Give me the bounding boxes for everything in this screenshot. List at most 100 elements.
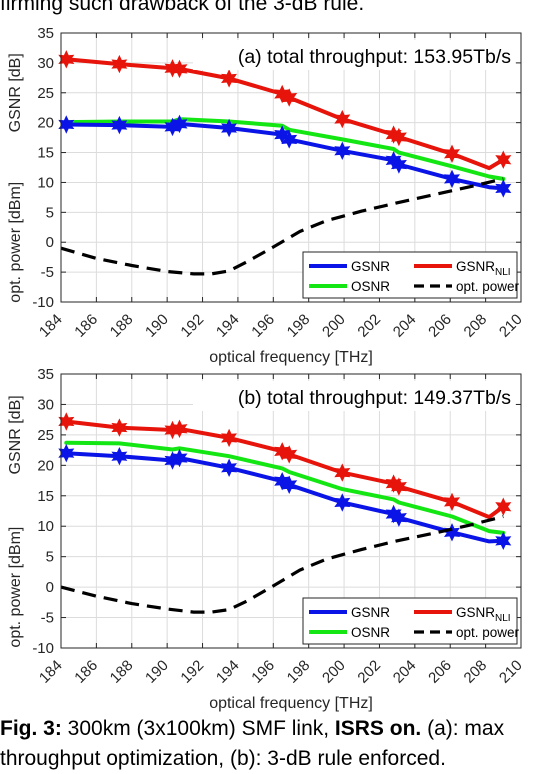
x-tick-label: 202 (354, 657, 384, 687)
x-tick-label: 186 (71, 657, 101, 687)
data-point-gsnr (281, 130, 298, 149)
data-point-gsnr-nli (58, 50, 75, 69)
data-point-gsnr (390, 155, 407, 174)
figure-caption: Fig. 3: 300km (3x100km) SMF link, ISRS o… (0, 714, 536, 774)
y-tick-label: 30 (37, 55, 54, 72)
y-tick-label: 10 (37, 174, 54, 191)
data-point-gsnr (495, 531, 512, 551)
y-tick-label: -10 (32, 640, 54, 657)
series-line-power (60, 177, 504, 276)
data-point-gsnr (171, 114, 188, 134)
y-axis-label-upper: GSNR [dB] (7, 53, 24, 132)
chart-panel-b: 184 186 188 190 192 194 196 198 200 202 204 206 208 2… (7, 366, 526, 712)
y-axis-label-upper: GSNR [dB] (7, 395, 24, 474)
caption-part-1: 300km (3x100km) SMF link, (61, 717, 335, 740)
y-axis-label-lower: opt. power [dBm] (7, 527, 24, 648)
x-tick-label: 184 (36, 311, 66, 341)
x-axis-label: optical frequency [THz] (209, 349, 373, 366)
legend-box (302, 597, 518, 645)
y-tick-label: -5 (41, 610, 54, 627)
x-tick-label: 198 (284, 311, 314, 341)
y-tick-label: 35 (37, 366, 54, 383)
data-point-gsnr-nli (443, 492, 461, 512)
legend-label-osnr: OSNR (351, 625, 390, 640)
y-axis-label-lower: opt. power [dBm] (7, 182, 24, 303)
x-tick-label: 190 (142, 657, 172, 687)
y-tick-label: 0 (46, 234, 54, 251)
intro-text: firming such drawback of the 3-dB rule. (0, 0, 365, 15)
chart-panel-a: 184 186 188 190 192 194 196 198 200 202 204 206 208 2… (7, 25, 526, 366)
data-point-gsnr (334, 141, 351, 161)
x-tick-label: 206 (425, 311, 455, 341)
data-point-gsnr-nli (58, 412, 75, 431)
data-point-gsnr-nli (171, 59, 188, 79)
legend-label-osnr: OSNR (351, 279, 390, 294)
legend-label-gsnr: GSNR (351, 605, 390, 620)
legend-box (302, 251, 518, 299)
data-point-gsnr-nli (443, 144, 461, 164)
y-tick-label: 0 (46, 579, 54, 596)
chart-title: (a) total throughput: 153.95Tb/s (238, 46, 511, 68)
data-point-gsnr (443, 523, 461, 542)
data-point-gsnr-nli (334, 109, 351, 129)
caption-line-1: Fig. 3: 300km (3x100km) SMF link, ISRS o… (0, 714, 536, 744)
data-point-gsnr (281, 475, 298, 495)
data-point-gsnr (111, 115, 128, 135)
x-tick-label: 192 (177, 657, 207, 687)
x-tick-label: 192 (177, 311, 207, 341)
data-point-gsnr-nli (390, 477, 407, 496)
data-point-gsnr-nli (281, 445, 298, 464)
x-tick-label: 196 (248, 311, 278, 341)
x-tick-label: 208 (461, 657, 491, 687)
y-tick-label: 5 (46, 549, 54, 566)
x-tick-label: 200 (319, 657, 349, 687)
data-point-gsnr (221, 118, 238, 138)
x-tick-label: 184 (36, 657, 66, 687)
y-tick-label: 15 (37, 488, 54, 505)
plot-frame (60, 373, 522, 649)
x-tick-label: 208 (461, 311, 491, 341)
x-tick-label: 202 (354, 311, 384, 341)
legend-label-gsnr: GSNR (351, 259, 390, 274)
x-tick-label: 206 (425, 657, 455, 687)
data-point-gsnr-nli (171, 419, 188, 439)
x-tick-label: 210 (496, 311, 526, 341)
x-tick-label: 210 (496, 657, 526, 687)
title-background (193, 40, 515, 70)
x-tick-label: 194 (213, 657, 243, 687)
legend-label-power: opt. power (456, 625, 520, 640)
caption-label: Fig. 3: (0, 717, 62, 740)
data-point-gsnr-nli (334, 463, 351, 482)
y-tick-label: 15 (37, 145, 54, 162)
x-tick-label: 196 (248, 657, 278, 687)
x-tick-label: 188 (107, 657, 137, 687)
data-point-gsnr (334, 493, 351, 512)
x-tick-label: 204 (390, 311, 420, 341)
legend-label-power: opt. power (456, 279, 520, 294)
series-line-osnr (64, 440, 506, 535)
x-tick-label: 188 (107, 311, 137, 341)
chart-title: (b) total throughput: 149.37Tb/s (238, 387, 511, 409)
data-point-gsnr-nli (111, 54, 128, 74)
y-tick-label: 25 (37, 427, 54, 444)
x-tick-label: 198 (284, 657, 314, 687)
data-point-gsnr-nli (390, 127, 407, 147)
y-tick-label: -5 (41, 264, 54, 281)
data-point-gsnr (221, 458, 238, 478)
x-tick-label: 190 (142, 311, 172, 341)
data-point-gsnr (171, 448, 188, 468)
caption-line-2: throughput optimization, (b): 3-dB rule … (0, 747, 446, 770)
data-point-gsnr (111, 446, 128, 466)
x-tick-label: 186 (71, 311, 101, 341)
caption-part-3: (a): max (421, 717, 505, 740)
y-tick-label: 20 (37, 457, 54, 474)
title-background (193, 381, 515, 411)
y-tick-label: 30 (37, 396, 54, 413)
data-point-gsnr-nli (221, 428, 238, 448)
data-point-gsnr (495, 179, 512, 198)
x-axis-label: optical frequency [THz] (209, 695, 373, 712)
series-line-power (60, 514, 504, 614)
data-point-gsnr (58, 115, 75, 134)
y-tick-label: 35 (37, 25, 54, 42)
